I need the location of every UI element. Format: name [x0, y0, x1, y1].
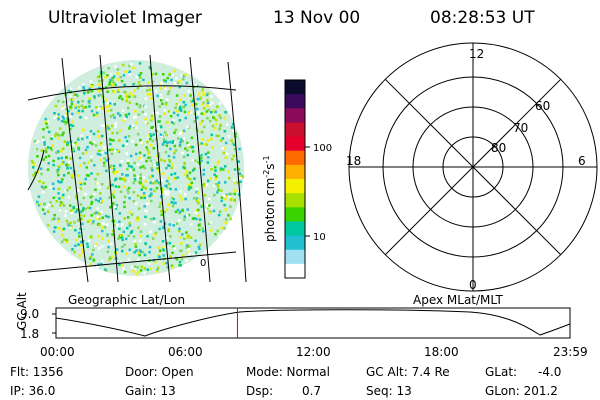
glon-value: GLon: 201.2 [485, 384, 558, 398]
colorbar-band [285, 136, 305, 152]
dsp-label: Dsp: [246, 384, 274, 398]
gain-value: Gain: 13 [125, 384, 176, 398]
colorbar-band [285, 164, 305, 180]
apex-panel-label: Apex MLat/MLT [413, 293, 503, 307]
time-tick-2: 12:00 [296, 345, 331, 359]
mlt-label-0: 0 [469, 278, 477, 292]
sequence-number: Seq: 13 [366, 384, 412, 398]
colorbar-band [285, 179, 305, 194]
colorbar-band [285, 249, 305, 265]
colorbar-tick-label-100: 100 [313, 143, 332, 154]
colorbar-frame [284, 79, 306, 279]
earth-image-panel: 0 [27, 54, 247, 283]
mode-value: Mode: Normal [246, 365, 330, 379]
mlt-label-6: 6 [578, 154, 586, 168]
altitude-curve [55, 309, 571, 337]
colorbar-band [285, 150, 305, 166]
time-tick-3: 18:00 [424, 345, 459, 359]
ip-value: IP: 36.0 [10, 384, 56, 398]
gc-altitude: GC Alt: 7.4 Re [366, 365, 450, 379]
colorbar-band [285, 235, 305, 251]
colorbar-band [285, 94, 305, 109]
colorbar-band [285, 221, 305, 237]
colorbar-band [285, 122, 305, 138]
altitude-frame [55, 307, 571, 339]
mlt-label-18: 18 [346, 154, 361, 168]
geographic-grid [27, 54, 247, 283]
lat-label-80: 80 [491, 141, 506, 155]
door-status: Door: Open [125, 365, 194, 379]
time-tick-1: 06:00 [168, 345, 203, 359]
polar-grid [348, 42, 598, 292]
date-label: 13 Nov 00 [273, 8, 361, 28]
colorbar-tick-label-10: 10 [313, 232, 326, 243]
instrument-title: Ultraviolet Imager [48, 8, 202, 28]
emission-speckles [30, 62, 244, 276]
altitude-ylabel: GC Alt [15, 292, 29, 330]
colorbar-band [285, 108, 305, 123]
time-label: 08:28:53 UT [430, 8, 535, 28]
colorbar-unit-label: photon cm-2s-1 [262, 155, 277, 242]
time-tick-0: 00:00 [40, 345, 75, 359]
lat-label-70: 70 [513, 121, 528, 135]
colorbar: 100 10 [284, 79, 332, 279]
flight-number: Flt: 1356 [10, 365, 64, 379]
dsp-value: 0.7 [302, 384, 322, 398]
colorbar-band [285, 207, 305, 222]
lat-label-60: 60 [535, 99, 550, 113]
altitude-ytick-9: 9.0 [20, 307, 39, 321]
colorbar-band [285, 80, 305, 95]
altitude-panel: GC Alt 9.0 1.8 00:00 06:00 12:00 18:00 2… [15, 292, 588, 359]
geographic-panel-label: Geographic Lat/Lon [68, 293, 185, 307]
time-tick-4: 23:59 [553, 345, 588, 359]
glat-label: GLat: [485, 365, 518, 379]
colorbar-band [285, 263, 305, 279]
colorbar-band [285, 193, 305, 208]
altitude-ytick-1-8: 1.8 [20, 327, 39, 341]
glat-value: -4.0 [538, 365, 562, 379]
mlt-label-12: 12 [469, 47, 484, 61]
grid-mark-label: 0 [200, 258, 206, 269]
